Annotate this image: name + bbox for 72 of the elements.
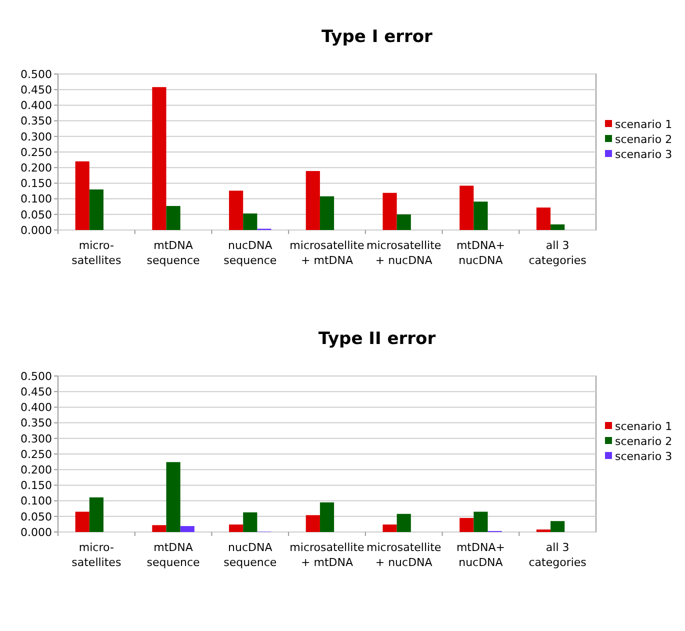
bar: [89, 497, 104, 532]
x-tick-label: microsatellite + mtDNA: [290, 239, 365, 267]
x-tick-label: micro- satellites: [72, 541, 122, 569]
x-tick-label: microsatellite + nucDNA: [366, 239, 442, 267]
x-tick-label: all 3 categories: [528, 239, 587, 267]
y-tick-label: 0.450: [20, 385, 52, 398]
legend-label: scenario 1: [615, 118, 672, 131]
bar: [320, 196, 334, 230]
y-tick-label: 0.200: [20, 463, 52, 476]
bar: [306, 171, 320, 230]
bar: [550, 224, 565, 230]
bar: [229, 190, 244, 230]
y-tick-label: 0.050: [20, 208, 52, 222]
x-tick-label: mtDNA sequence: [146, 239, 200, 267]
bar: [152, 87, 166, 230]
x-tick-label: microsatellite + mtDNA: [290, 541, 365, 569]
bar: [75, 512, 90, 532]
y-tick-label: 0.450: [20, 83, 52, 96]
bar: [166, 462, 180, 532]
bar: [152, 525, 166, 532]
bar: [474, 512, 488, 532]
y-tick-label: 0.400: [20, 99, 52, 112]
legend-label: scenario 3: [615, 450, 672, 463]
y-tick-label: 0.200: [20, 161, 52, 174]
y-tick-label: 0.500: [20, 68, 52, 81]
y-tick-label: 0.350: [20, 416, 52, 430]
x-tick-label: mtDNA sequence: [146, 541, 200, 569]
bar: [382, 192, 397, 230]
bar: [75, 161, 90, 230]
legend-label: scenario 2: [615, 132, 672, 146]
chart-title: Type II error: [318, 329, 436, 349]
bar: [320, 502, 334, 532]
bar: [396, 514, 411, 532]
bar: [180, 526, 194, 532]
legend-label: scenario 2: [615, 434, 672, 448]
bar: [89, 189, 104, 230]
legend-label: scenario 3: [615, 148, 672, 161]
y-tick-label: 0.350: [20, 114, 52, 128]
x-tick-label: all 3 categories: [528, 541, 587, 569]
bar: [474, 202, 488, 230]
bar: [460, 518, 474, 532]
bar: [396, 214, 411, 230]
y-tick-label: 0.400: [20, 401, 52, 414]
x-tick-label: mtDNA+ nucDNA: [456, 541, 505, 569]
bar: [243, 213, 258, 230]
bar: [536, 208, 551, 230]
y-tick-label: 0.000: [20, 224, 52, 237]
y-tick-label: 0.300: [20, 432, 52, 446]
x-tick-label: nucDNA sequence: [224, 541, 277, 569]
bar: [166, 206, 180, 230]
y-tick-label: 0.250: [20, 146, 52, 159]
y-tick-label: 0.300: [20, 130, 52, 144]
x-tick-label: mtDNA+ nucDNA: [456, 239, 505, 267]
bar: [460, 186, 474, 230]
y-tick-label: 0.500: [20, 370, 52, 383]
bar: [229, 524, 244, 532]
y-tick-label: 0.150: [20, 479, 52, 492]
bar: [243, 512, 258, 532]
y-tick-label: 0.150: [20, 177, 52, 190]
y-tick-label: 0.250: [20, 448, 52, 461]
x-tick-label: microsatellite + nucDNA: [366, 541, 442, 569]
x-tick-label: nucDNA sequence: [224, 239, 277, 267]
bar: [550, 521, 565, 532]
bar: [306, 515, 320, 532]
bar: [382, 524, 397, 532]
y-tick-label: 0.050: [20, 510, 52, 524]
y-tick-label: 0.100: [20, 192, 52, 206]
y-tick-label: 0.100: [20, 494, 52, 508]
legend-label: scenario 1: [615, 420, 672, 433]
chart-title: Type I error: [322, 27, 434, 47]
x-tick-label: micro- satellites: [72, 239, 122, 267]
y-tick-label: 0.000: [20, 526, 52, 539]
